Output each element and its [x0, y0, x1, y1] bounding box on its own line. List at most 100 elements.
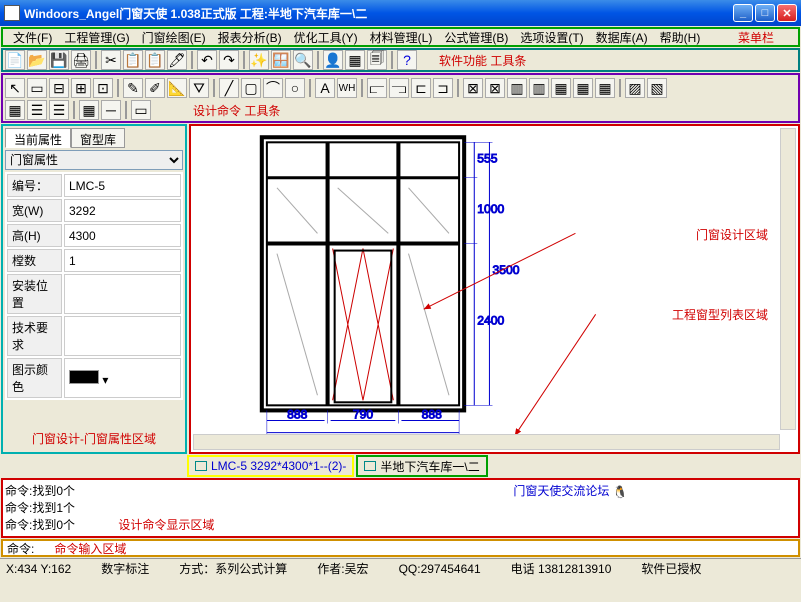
- cmd-r3-icon[interactable]: ☰: [49, 100, 69, 120]
- cmd-wh-icon[interactable]: WH: [337, 78, 357, 98]
- cmd-arc-icon[interactable]: ⌒: [263, 78, 283, 98]
- separator: [213, 79, 215, 97]
- cmd-g2-icon[interactable]: ⊠: [485, 78, 505, 98]
- menu-help[interactable]: 帮助(H): [654, 29, 707, 46]
- tool-open-icon[interactable]: 📂: [27, 50, 47, 70]
- cmd-align2-icon[interactable]: ⫎: [389, 78, 409, 98]
- app-icon: [4, 5, 20, 21]
- cmd-g9-icon[interactable]: ▧: [647, 78, 667, 98]
- cmd-align4-icon[interactable]: ⊐: [433, 78, 453, 98]
- svg-text:3500: 3500: [492, 263, 519, 277]
- separator: [73, 101, 75, 119]
- tool-glass-icon[interactable]: 🪟: [271, 50, 291, 70]
- tool-help-icon[interactable]: ?: [397, 50, 417, 70]
- horizontal-scrollbar[interactable]: [193, 434, 780, 450]
- window-item-tab[interactable]: LMC-5 3292*4300*1--(2)-: [187, 455, 354, 477]
- cmd-win1-icon[interactable]: ⊟: [49, 78, 69, 98]
- tab-current-props[interactable]: 当前属性: [5, 128, 71, 148]
- cmd-pencil-icon[interactable]: ✐: [145, 78, 165, 98]
- tool-undo-icon[interactable]: ↶: [197, 50, 217, 70]
- project-icon: [364, 461, 376, 471]
- cmd-g1-icon[interactable]: ⊠: [463, 78, 483, 98]
- cmd-g5-icon[interactable]: ▦: [551, 78, 571, 98]
- separator: [619, 79, 621, 97]
- separator: [391, 51, 393, 69]
- cmd-win3-icon[interactable]: ⊡: [93, 78, 113, 98]
- window-drawing[interactable]: 888 790 888 3270 555 1000 2400 3500: [191, 126, 798, 452]
- prop-row-number: 编号：LMC-5: [7, 174, 181, 197]
- cmd-tri-icon[interactable]: ⛛: [189, 78, 209, 98]
- cmd-g4-icon[interactable]: ▥: [529, 78, 549, 98]
- menu-options[interactable]: 选项设置(T): [514, 29, 589, 46]
- left-panel-annotation: 门窗设计-门窗属性区域: [5, 430, 183, 447]
- cmd-input-annotation: 命令输入区域: [54, 540, 126, 557]
- cmd-rect-icon[interactable]: ▭: [27, 78, 47, 98]
- cmd-pen-icon[interactable]: ✎: [123, 78, 143, 98]
- tool-redo-icon[interactable]: ↷: [219, 50, 239, 70]
- cmd-align1-icon[interactable]: ⫍: [367, 78, 387, 98]
- cmd-g3-icon[interactable]: ▥: [507, 78, 527, 98]
- menu-file[interactable]: 文件(F): [7, 29, 58, 46]
- design-canvas-area: 888 790 888 3270 555 1000 2400 3500: [189, 124, 800, 454]
- menu-formula[interactable]: 公式管理(B): [438, 29, 514, 46]
- window-title: Windoors_Angel门窗天使 1.038正式版 工程:半地下汽车库一\二: [24, 5, 733, 22]
- cmd-r5-icon[interactable]: ─: [101, 100, 121, 120]
- tool-new-icon[interactable]: 📄: [5, 50, 25, 70]
- cmd-r1-icon[interactable]: ▦: [5, 100, 25, 120]
- tool-wand-icon[interactable]: ✨: [249, 50, 269, 70]
- menu-report[interactable]: 报表分析(B): [212, 29, 288, 46]
- cmd-circle-icon[interactable]: ○: [285, 78, 305, 98]
- property-table: 编号：LMC-5 宽(W)3292 高(H)4300 樘数1 安装位置 技术要求…: [5, 172, 183, 400]
- tool-user-icon[interactable]: 👤: [323, 50, 343, 70]
- prop-row-height: 高(H)4300: [7, 224, 181, 247]
- maximize-button[interactable]: □: [755, 4, 775, 22]
- cmd-g7-icon[interactable]: ▦: [595, 78, 615, 98]
- vertical-scrollbar[interactable]: [780, 128, 796, 430]
- command-display-area: 命令:找到0个 命令:找到1个 命令:找到0个 设计命令显示区域 门窗天使交流论…: [1, 478, 800, 538]
- cmd-line-icon[interactable]: ╱: [219, 78, 239, 98]
- prop-row-tang: 樘数1: [7, 249, 181, 272]
- tool-brush-icon[interactable]: 🖊: [167, 50, 187, 70]
- menu-database[interactable]: 数据库(A): [590, 29, 654, 46]
- project-item-tab[interactable]: 半地下汽车库一\二: [356, 455, 487, 477]
- separator: [309, 79, 311, 97]
- tool-paste-icon[interactable]: 📋: [145, 50, 165, 70]
- cmd-r6-icon[interactable]: ▭: [131, 100, 151, 120]
- cmd-r2-icon[interactable]: ☰: [27, 100, 47, 120]
- property-type-select[interactable]: 门窗属性: [5, 150, 183, 170]
- cmd-r4-icon[interactable]: ▦: [79, 100, 99, 120]
- menu-optimize[interactable]: 优化工具(Y): [288, 29, 364, 46]
- list-area-annotation: 工程窗型列表区域: [672, 306, 768, 323]
- svg-text:1000: 1000: [477, 202, 504, 216]
- tool-copy-icon[interactable]: 📋: [123, 50, 143, 70]
- menu-material[interactable]: 材料管理(L): [364, 29, 439, 46]
- minimize-button[interactable]: _: [733, 4, 753, 22]
- tool-grid-icon[interactable]: ▦: [345, 50, 365, 70]
- cmd-g8-icon[interactable]: ▨: [625, 78, 645, 98]
- tool-cut-icon[interactable]: ✂: [101, 50, 121, 70]
- cmd-box-icon[interactable]: ▢: [241, 78, 261, 98]
- menu-annotation: 菜单栏: [718, 29, 794, 46]
- prop-row-color: 图示颜色 ▾: [7, 358, 181, 398]
- tool-print-icon[interactable]: 🖨: [71, 50, 91, 70]
- tool-zoom-icon[interactable]: 🔍: [293, 50, 313, 70]
- menu-draw[interactable]: 门窗绘图(E): [136, 29, 212, 46]
- status-tel: 电话 13812813910: [511, 560, 612, 577]
- tool-calc-icon[interactable]: 🗐: [367, 50, 387, 70]
- cmd-g6-icon[interactable]: ▦: [573, 78, 593, 98]
- cmd-win2-icon[interactable]: ⊞: [71, 78, 91, 98]
- cmd-select-icon[interactable]: ↖: [5, 78, 25, 98]
- color-swatch[interactable]: [69, 370, 99, 384]
- cmd-align3-icon[interactable]: ⊏: [411, 78, 431, 98]
- cmd-angle-icon[interactable]: 📐: [167, 78, 187, 98]
- close-button[interactable]: ✕: [777, 4, 797, 22]
- qq-penguin-icon[interactable]: 🐧: [613, 485, 628, 499]
- svg-text:555: 555: [477, 152, 497, 166]
- separator: [117, 79, 119, 97]
- tool-save-icon[interactable]: 💾: [49, 50, 69, 70]
- forum-link[interactable]: 门窗天使交流论坛: [513, 484, 609, 498]
- tab-window-lib[interactable]: 窗型库: [71, 128, 125, 148]
- menu-project[interactable]: 工程管理(G): [58, 29, 135, 46]
- cmd-output-line: 命令:找到0个: [5, 518, 75, 532]
- cmd-text-icon[interactable]: A: [315, 78, 335, 98]
